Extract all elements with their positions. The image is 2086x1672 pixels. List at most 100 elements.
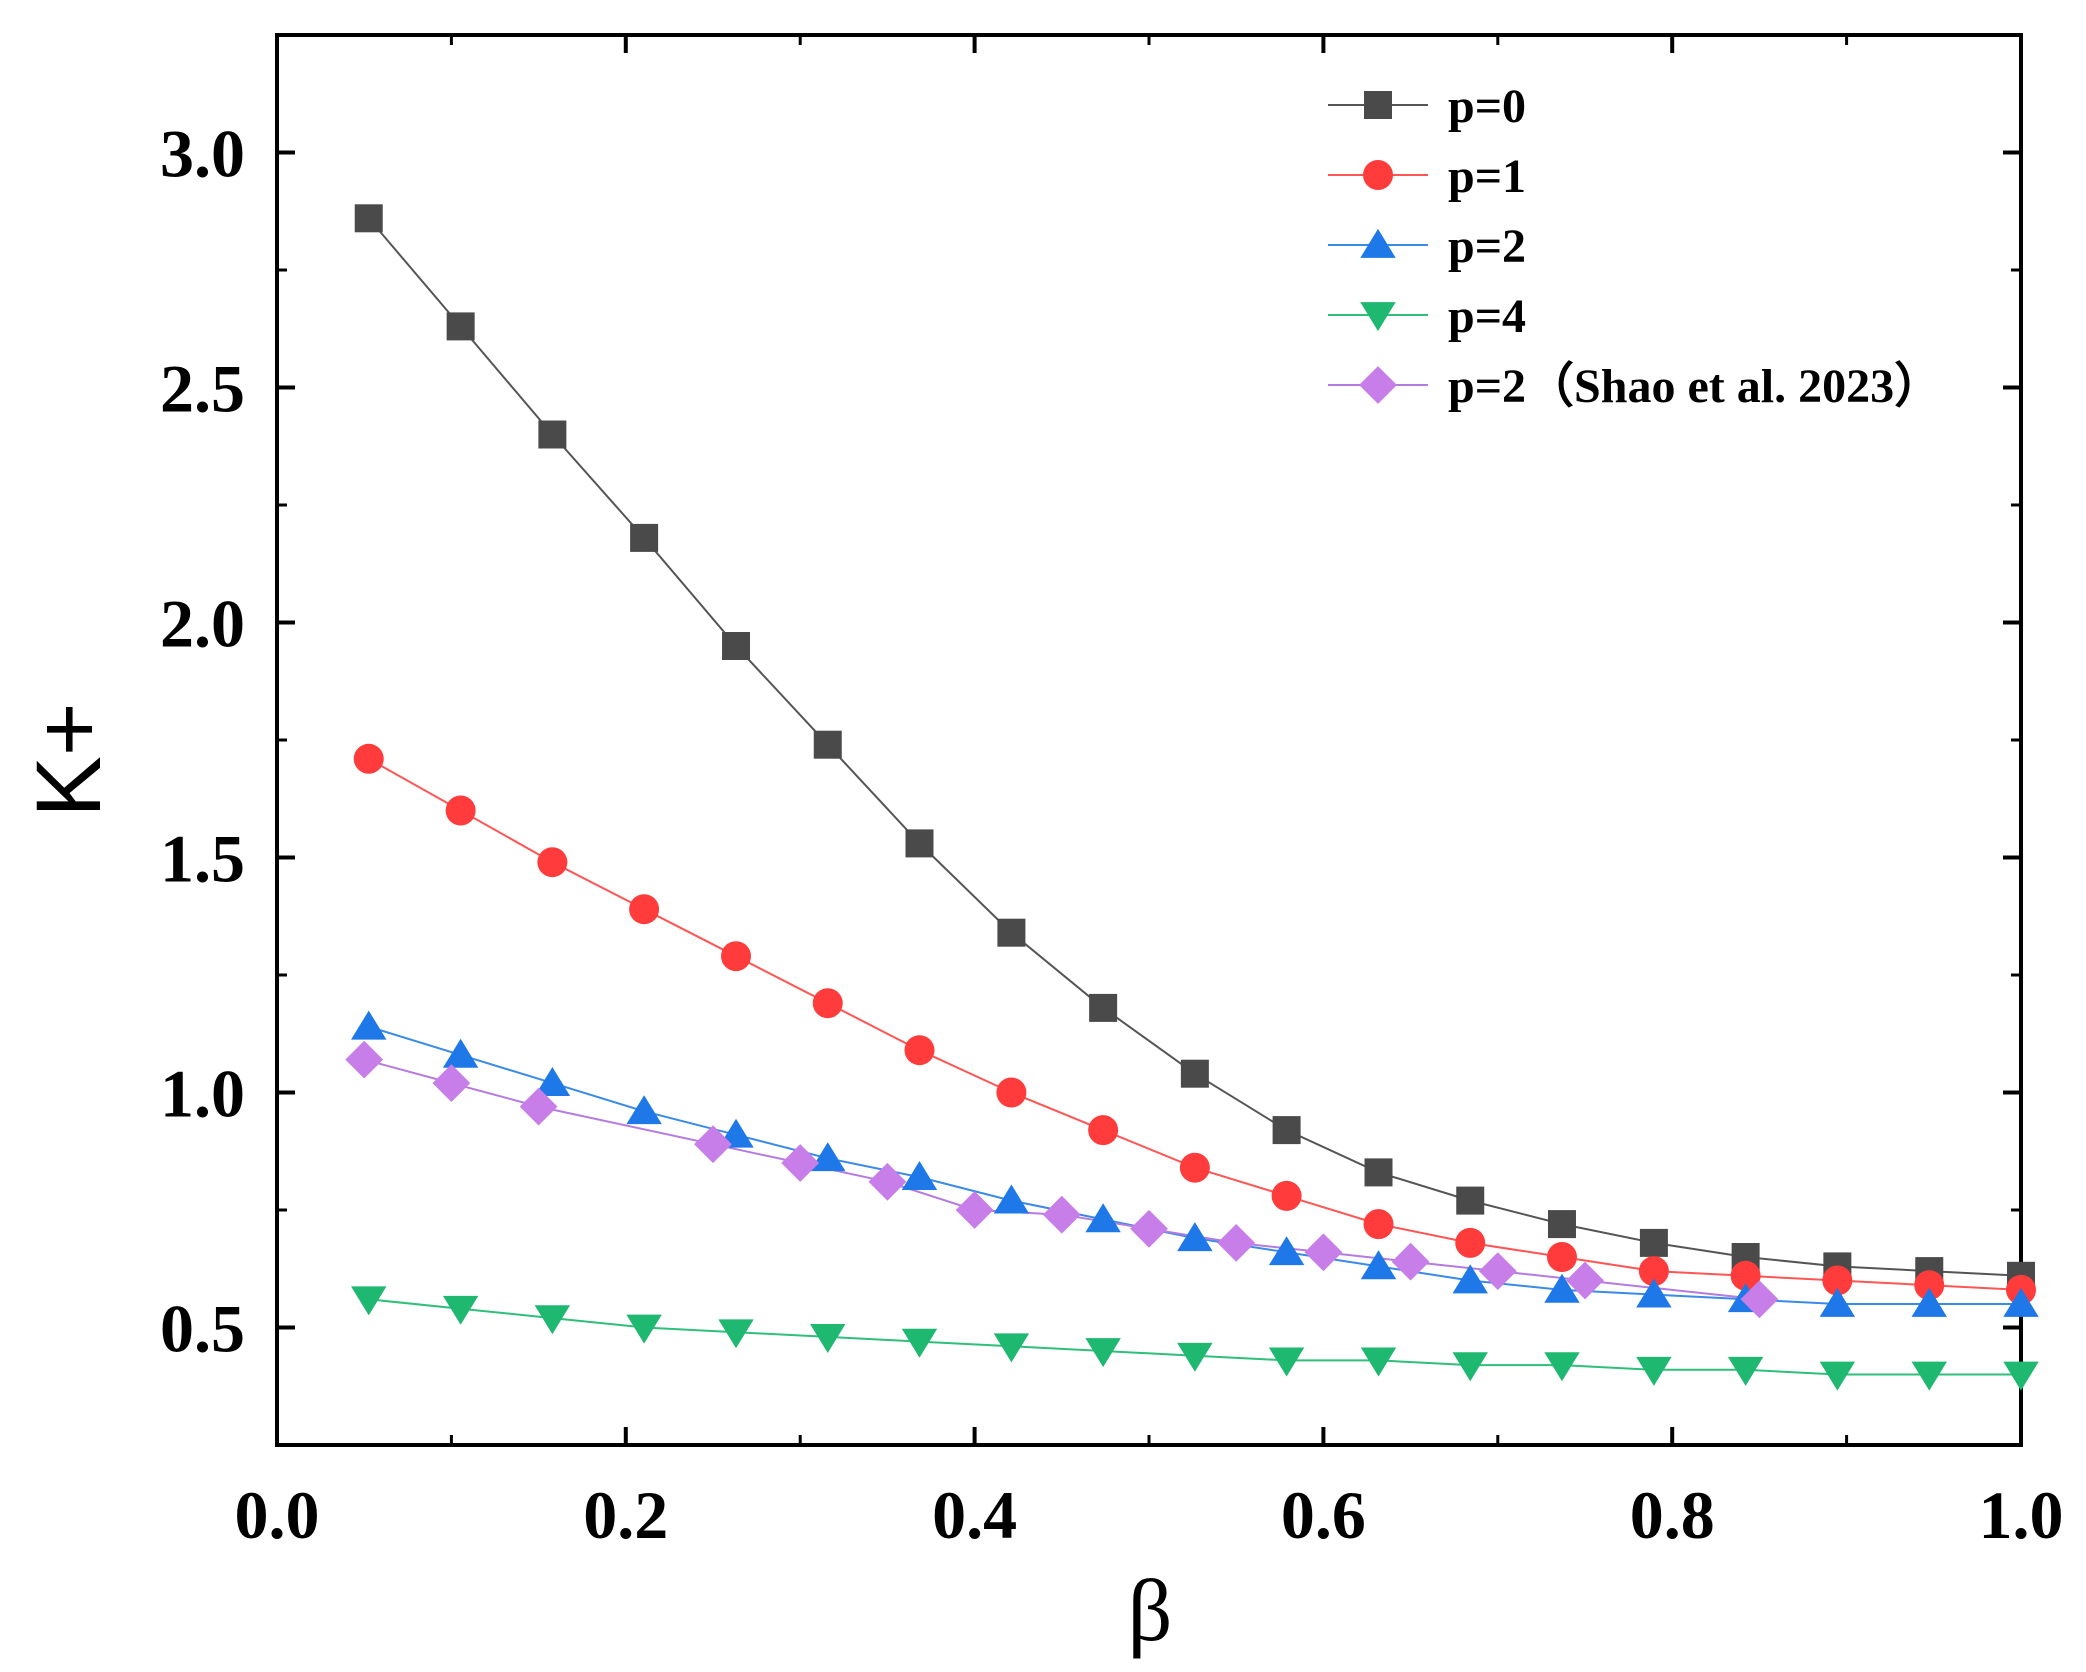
y-tick-label: 3.0	[160, 116, 245, 192]
x-axis-label: β	[1128, 1563, 1173, 1660]
data-point-series-4	[1636, 1356, 1672, 1386]
data-point-series-2	[996, 1077, 1027, 1108]
data-point-series-5	[868, 1162, 907, 1201]
data-point-series-4	[626, 1314, 662, 1344]
data-point-series-2	[1088, 1115, 1119, 1146]
data-point-series-4	[901, 1328, 938, 1358]
data-point-series-1	[722, 632, 751, 660]
y-tick-label: 2.5	[160, 351, 245, 427]
data-point-series-2	[1363, 1209, 1394, 1240]
data-point-series-2	[1638, 1256, 1669, 1287]
data-point-series-2	[1822, 1265, 1853, 1296]
legend: p=0 p=1 p=2 p=4 p=2（Shao et al. 2023）	[1328, 80, 1942, 413]
legend-label: p=2	[1448, 220, 1526, 273]
y-tick-label: 0.5	[160, 1291, 245, 1367]
data-point-series-1	[813, 730, 842, 759]
data-point-series-3	[1911, 1287, 1947, 1317]
data-point-series-2	[1914, 1270, 1945, 1301]
data-point-series-1	[354, 204, 383, 233]
data-point-series-3	[534, 1067, 571, 1096]
x-tick-label: 1.0	[1979, 1477, 2064, 1553]
y-tick-label: 1.5	[160, 821, 245, 897]
data-point-series-3	[2003, 1287, 2039, 1317]
data-point-series-3	[1177, 1222, 1213, 1252]
data-point-series-3	[626, 1095, 662, 1125]
data-point-series-5	[1217, 1224, 1256, 1262]
legend-label: p=1	[1448, 150, 1526, 203]
data-point-series-3	[351, 1010, 387, 1040]
data-point-series-3	[993, 1184, 1030, 1214]
data-point-series-2	[1730, 1260, 1761, 1291]
data-point-series-4	[351, 1286, 387, 1316]
data-point-series-4	[1268, 1347, 1305, 1377]
data-point-series-2	[537, 847, 568, 878]
data-point-series-4	[810, 1324, 846, 1353]
data-point-series-4	[1727, 1356, 1764, 1386]
data-point-series-1	[905, 829, 934, 858]
data-point-series-5	[1130, 1209, 1168, 1248]
data-point-series-4	[718, 1319, 754, 1349]
data-point-series-2	[721, 941, 752, 972]
legend-label: p=0	[1448, 80, 1526, 133]
legend-marker	[1360, 302, 1396, 332]
data-point-series-1	[1089, 993, 1118, 1022]
data-point-series-5	[1478, 1252, 1517, 1290]
legend-marker	[1360, 228, 1396, 258]
data-point-series-3	[1268, 1236, 1305, 1266]
data-point-series-5	[1740, 1280, 1779, 1319]
data-point-series-5	[1304, 1233, 1343, 1272]
data-point-series-1	[630, 523, 659, 552]
data-point-series-2	[445, 795, 476, 826]
data-point-series-5	[1566, 1261, 1604, 1300]
data-point-series-4	[1911, 1361, 1947, 1391]
data-point-series-1	[1456, 1186, 1485, 1215]
data-point-series-4	[1544, 1352, 1580, 1382]
data-point-series-3	[1360, 1250, 1397, 1280]
x-tick-label: 0.2	[583, 1477, 668, 1553]
data-point-series-2	[1179, 1152, 1210, 1183]
x-tick-label: 0.6	[1281, 1477, 1366, 1553]
axis-ticks	[275, 33, 2023, 1447]
data-point-series-1	[446, 312, 475, 341]
data-point-series-5	[955, 1191, 994, 1229]
legend-label: p=4	[1448, 290, 1526, 343]
data-point-series-2	[353, 743, 384, 774]
data-point-series-2	[1546, 1242, 1577, 1272]
tick-labels: 0.0 0.2 0.4 0.6 0.8 1.0 0.5 1.0 1.5 2.0 2.5 3.0	[160, 116, 2064, 1554]
data-point-series-4	[1177, 1342, 1213, 1372]
y-tick-label: 1.0	[160, 1056, 245, 1132]
data-point-series-4	[1452, 1352, 1488, 1382]
legend-marker	[1359, 366, 1397, 404]
data-point-series-1	[1547, 1210, 1576, 1239]
data-point-series-1	[1639, 1228, 1668, 1257]
x-tick-label: 0.8	[1630, 1477, 1715, 1553]
data-point-series-3	[810, 1142, 846, 1172]
data-point-series-1	[1364, 1158, 1393, 1187]
data-point-series-4	[993, 1333, 1030, 1363]
data-point-series-3	[1544, 1273, 1580, 1303]
data-point-series-4	[1085, 1338, 1121, 1368]
data-point-series-2	[812, 988, 843, 1019]
legend-marker	[1363, 160, 1393, 190]
data-point-series-4	[442, 1295, 479, 1325]
data-point-series-5	[1391, 1242, 1430, 1281]
data-point-series-5	[694, 1125, 732, 1164]
data-point-series-5	[781, 1144, 820, 1182]
data-point-series-4	[1819, 1361, 1856, 1391]
data-point-series-3	[901, 1161, 938, 1190]
data-point-series-5	[432, 1064, 471, 1102]
data-point-series-3	[1636, 1278, 1672, 1308]
y-axis-label: K+	[18, 702, 120, 817]
data-point-series-2	[1271, 1180, 1302, 1211]
series-line-2	[368, 757, 2022, 1291]
data-point-series-2	[1455, 1227, 1486, 1258]
series-markers	[345, 204, 2039, 1391]
data-point-series-4	[534, 1305, 571, 1335]
data-point-series-2	[904, 1035, 935, 1066]
x-tick-label: 0.4	[932, 1477, 1017, 1553]
data-point-series-4	[2003, 1361, 2039, 1391]
y-tick-label: 2.0	[160, 586, 245, 662]
data-point-series-3	[1452, 1264, 1488, 1294]
data-point-series-3	[1085, 1203, 1121, 1233]
